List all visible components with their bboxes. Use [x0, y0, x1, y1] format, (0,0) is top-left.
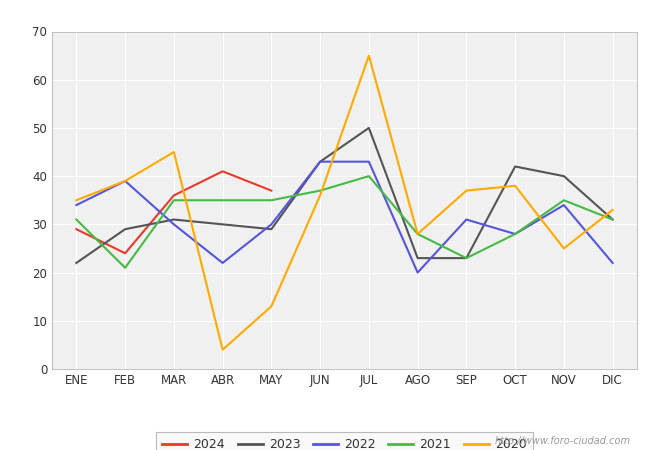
2023	[413, 256, 421, 261]
2023	[560, 173, 568, 179]
2021	[72, 217, 81, 222]
2022	[560, 202, 568, 208]
2020	[511, 183, 519, 189]
2024	[170, 193, 178, 198]
2024	[268, 188, 276, 194]
2022	[218, 260, 227, 265]
2021	[365, 173, 373, 179]
2022	[365, 159, 373, 164]
2023	[365, 125, 373, 130]
2021	[268, 198, 276, 203]
2023	[463, 256, 471, 261]
2023	[72, 260, 81, 265]
Line: 2023: 2023	[77, 128, 612, 263]
2023	[170, 217, 178, 222]
2020	[608, 207, 616, 212]
2020	[121, 178, 129, 184]
2022	[170, 222, 178, 227]
2024	[121, 251, 129, 256]
Line: 2021: 2021	[77, 176, 612, 268]
2023	[268, 226, 276, 232]
2020	[316, 193, 324, 198]
2023	[511, 164, 519, 169]
2020	[560, 246, 568, 251]
2022	[413, 270, 421, 275]
2021	[511, 231, 519, 237]
2020	[463, 188, 471, 194]
2021	[218, 198, 227, 203]
2021	[463, 256, 471, 261]
2021	[121, 265, 129, 270]
2020	[365, 53, 373, 58]
2023	[218, 222, 227, 227]
2020	[268, 304, 276, 309]
Text: http://www.foro-ciudad.com: http://www.foro-ciudad.com	[495, 436, 630, 446]
2022	[316, 159, 324, 164]
2021	[413, 231, 421, 237]
2020	[170, 149, 178, 155]
2020	[72, 198, 81, 203]
2021	[316, 188, 324, 194]
2020	[218, 347, 227, 352]
2023	[316, 159, 324, 164]
2021	[170, 198, 178, 203]
2022	[268, 222, 276, 227]
Line: 2020: 2020	[77, 56, 612, 350]
2022	[463, 217, 471, 222]
2021	[560, 198, 568, 203]
2022	[72, 202, 81, 208]
2021	[608, 217, 616, 222]
2024	[72, 226, 81, 232]
2020	[413, 231, 421, 237]
2022	[608, 260, 616, 265]
2022	[511, 231, 519, 237]
Legend: 2024, 2023, 2022, 2021, 2020: 2024, 2023, 2022, 2021, 2020	[156, 432, 533, 450]
Line: 2024: 2024	[77, 171, 272, 253]
Line: 2022: 2022	[77, 162, 612, 273]
2023	[608, 217, 616, 222]
2024	[218, 169, 227, 174]
2022	[121, 178, 129, 184]
Text: Matriculaciones de Vehiculos en Manlleu: Matriculaciones de Vehiculos en Manlleu	[170, 9, 480, 24]
2023	[121, 226, 129, 232]
